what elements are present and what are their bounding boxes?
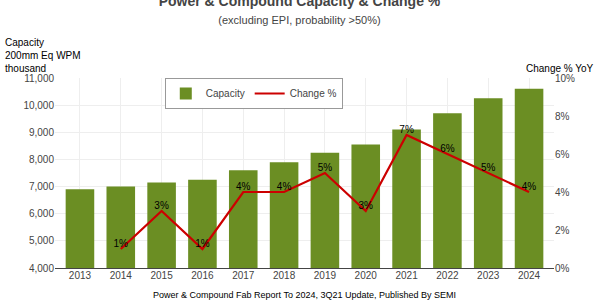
- svg-text:10,000: 10,000: [23, 100, 54, 111]
- svg-text:9,000: 9,000: [29, 127, 54, 138]
- svg-text:7%: 7%: [399, 124, 414, 135]
- svg-text:1%: 1%: [195, 238, 210, 249]
- svg-text:4%: 4%: [555, 187, 570, 198]
- svg-text:Power & Compound Capacity & Ch: Power & Compound Capacity & Change %(exc…: [159, 0, 441, 26]
- svg-text:4%: 4%: [522, 181, 537, 192]
- svg-text:6%: 6%: [440, 143, 455, 154]
- svg-text:Capacity200mm Eq WPMthousand: Capacity200mm Eq WPMthousand: [5, 37, 81, 74]
- svg-text:5,000: 5,000: [29, 235, 54, 246]
- svg-text:2014: 2014: [110, 270, 133, 281]
- svg-text:2024: 2024: [518, 270, 541, 281]
- svg-text:3%: 3%: [154, 200, 169, 211]
- svg-text:2022: 2022: [436, 270, 459, 281]
- svg-text:6%: 6%: [555, 149, 570, 160]
- svg-text:Change % YoY: Change % YoY: [526, 63, 594, 74]
- svg-text:2017: 2017: [232, 270, 255, 281]
- svg-text:2020: 2020: [355, 270, 378, 281]
- svg-text:2023: 2023: [477, 270, 500, 281]
- svg-text:2015: 2015: [150, 270, 173, 281]
- svg-text:Power & Compound Fab Report To: Power & Compound Fab Report To 2024, 3Q2…: [153, 290, 456, 300]
- svg-text:2%: 2%: [555, 225, 570, 236]
- svg-text:2016: 2016: [191, 270, 214, 281]
- svg-text:4,000: 4,000: [29, 263, 54, 274]
- svg-text:8,000: 8,000: [29, 154, 54, 165]
- svg-text:6,000: 6,000: [29, 208, 54, 219]
- svg-text:7,000: 7,000: [29, 181, 54, 192]
- svg-text:3%: 3%: [359, 200, 374, 211]
- svg-text:5%: 5%: [481, 162, 496, 173]
- svg-text:10%: 10%: [555, 73, 575, 84]
- svg-text:Change %: Change %: [290, 88, 337, 99]
- svg-text:4%: 4%: [277, 181, 292, 192]
- svg-text:4%: 4%: [236, 181, 251, 192]
- svg-text:2018: 2018: [273, 270, 296, 281]
- svg-text:Capacity: Capacity: [206, 88, 245, 99]
- svg-text:8%: 8%: [555, 111, 570, 122]
- svg-text:1%: 1%: [114, 238, 129, 249]
- svg-text:2021: 2021: [395, 270, 418, 281]
- svg-text:2013: 2013: [69, 270, 92, 281]
- svg-text:0%: 0%: [555, 263, 570, 274]
- svg-text:11,000: 11,000: [24, 73, 54, 84]
- svg-text:2019: 2019: [314, 270, 337, 281]
- svg-text:5%: 5%: [318, 162, 333, 173]
